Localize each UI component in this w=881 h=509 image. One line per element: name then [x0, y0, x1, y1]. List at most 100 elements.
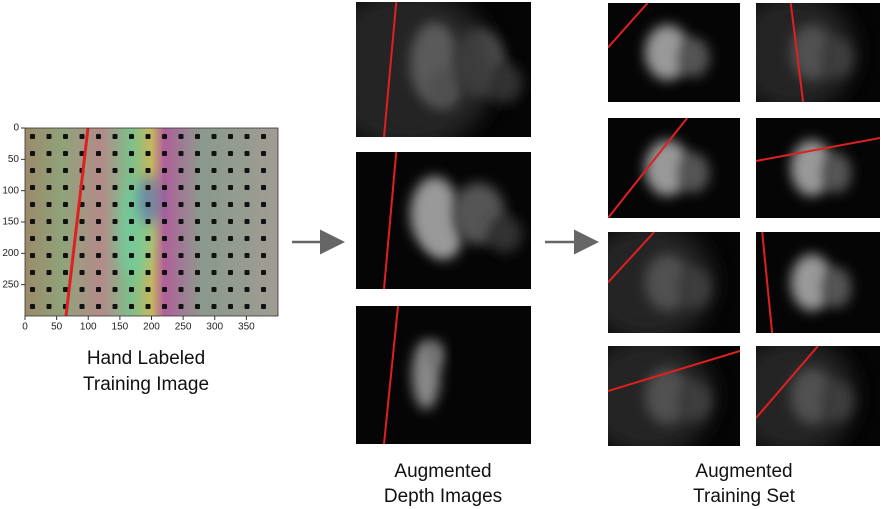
grid-dot — [179, 202, 184, 207]
grid-dot — [30, 236, 35, 241]
grid-dot — [146, 151, 151, 156]
grid-dot — [179, 151, 184, 156]
grid-dot — [195, 287, 200, 292]
grid-dot — [162, 270, 167, 275]
grid-dot — [113, 219, 118, 224]
grid-dot — [195, 219, 200, 224]
grid-dot — [261, 236, 266, 241]
grid-dot — [162, 236, 167, 241]
grid-dot — [261, 185, 266, 190]
grid-dot — [195, 202, 200, 207]
grid-dot — [113, 151, 118, 156]
content — [731, 336, 855, 456]
grid-dot — [179, 270, 184, 275]
grid-dot — [129, 185, 134, 190]
depth-image — [582, 222, 740, 343]
grid-dot — [113, 253, 118, 258]
grid-dot — [179, 236, 184, 241]
grid-dot — [47, 287, 52, 292]
depth-image — [356, 152, 531, 289]
grid-dot — [212, 168, 217, 173]
caption: Augmented — [695, 461, 792, 482]
grid-dot — [96, 134, 101, 139]
grid-dot — [30, 168, 35, 173]
grid-dot — [146, 202, 151, 207]
grid-dot — [245, 185, 250, 190]
grid-dot — [195, 304, 200, 309]
grid-dot — [47, 270, 52, 275]
grid-dot — [63, 236, 68, 241]
grid-dot — [30, 270, 35, 275]
grid-dot — [47, 253, 52, 258]
grid-dot — [146, 185, 151, 190]
grid-dot — [113, 304, 118, 309]
grid-dot — [96, 287, 101, 292]
grid-dot — [162, 219, 167, 224]
grid-dot — [179, 185, 184, 190]
grid-dot — [179, 168, 184, 173]
grid-dot — [261, 168, 266, 173]
haze — [731, 336, 855, 456]
grid-dot — [146, 304, 151, 309]
grid-dot — [129, 287, 134, 292]
grid-dot — [96, 236, 101, 241]
x-tick-label: 100 — [80, 322, 97, 333]
y-tick-label: 150 — [2, 217, 19, 228]
grid-dot — [146, 253, 151, 258]
grid-dot — [96, 168, 101, 173]
grid-dot — [228, 219, 233, 224]
grid-dot — [113, 270, 118, 275]
grid-dot — [162, 185, 167, 190]
caption: Augmented — [394, 461, 491, 482]
grid-dot — [179, 287, 184, 292]
grid-dot — [96, 253, 101, 258]
depth-image — [731, 336, 880, 456]
grid-dot — [80, 287, 85, 292]
caption: Depth Images — [384, 486, 502, 507]
y-tick-label: 50 — [8, 154, 20, 165]
grid-dot — [228, 168, 233, 173]
grid-dot — [212, 151, 217, 156]
grid-dot — [63, 168, 68, 173]
grid-dot — [261, 304, 266, 309]
grid-dot — [30, 304, 35, 309]
grid-dot — [195, 185, 200, 190]
grid-dot — [261, 202, 266, 207]
grid-dot — [245, 304, 250, 309]
grid-dot — [245, 253, 250, 258]
grid-dot — [30, 151, 35, 156]
grid-dot — [129, 202, 134, 207]
blob — [822, 267, 852, 307]
y-tick-label: 200 — [2, 248, 19, 259]
grid-dot — [80, 253, 85, 258]
grid-dot — [47, 151, 52, 156]
grid-dot — [96, 270, 101, 275]
blob — [678, 38, 710, 78]
x-tick-label: 50 — [51, 322, 63, 333]
y-tick-label: 100 — [2, 185, 19, 196]
grid-dot — [30, 253, 35, 258]
caption: Hand Labeled — [87, 348, 205, 369]
grid-dot — [162, 253, 167, 258]
caption: Training Image — [83, 374, 209, 395]
x-tick-label: 250 — [175, 322, 192, 333]
background — [356, 306, 531, 444]
grid-dot — [179, 134, 184, 139]
figure: 050100150200250050100150200250300350 Han… — [0, 0, 881, 509]
content — [582, 222, 714, 343]
grid-dot — [146, 134, 151, 139]
grid-dot — [245, 270, 250, 275]
grid-dot — [47, 168, 52, 173]
caption: Training Set — [693, 486, 795, 507]
grid-dot — [212, 236, 217, 241]
grid-dot — [80, 236, 85, 241]
grid-dot — [96, 202, 101, 207]
grid-dot — [129, 151, 134, 156]
grid-dot — [47, 185, 52, 190]
grid-dot — [47, 236, 52, 241]
grid-dot — [129, 134, 134, 139]
grid-dot — [245, 134, 250, 139]
grid-dot — [245, 168, 250, 173]
grid-dot — [96, 219, 101, 224]
grid-dot — [245, 151, 250, 156]
